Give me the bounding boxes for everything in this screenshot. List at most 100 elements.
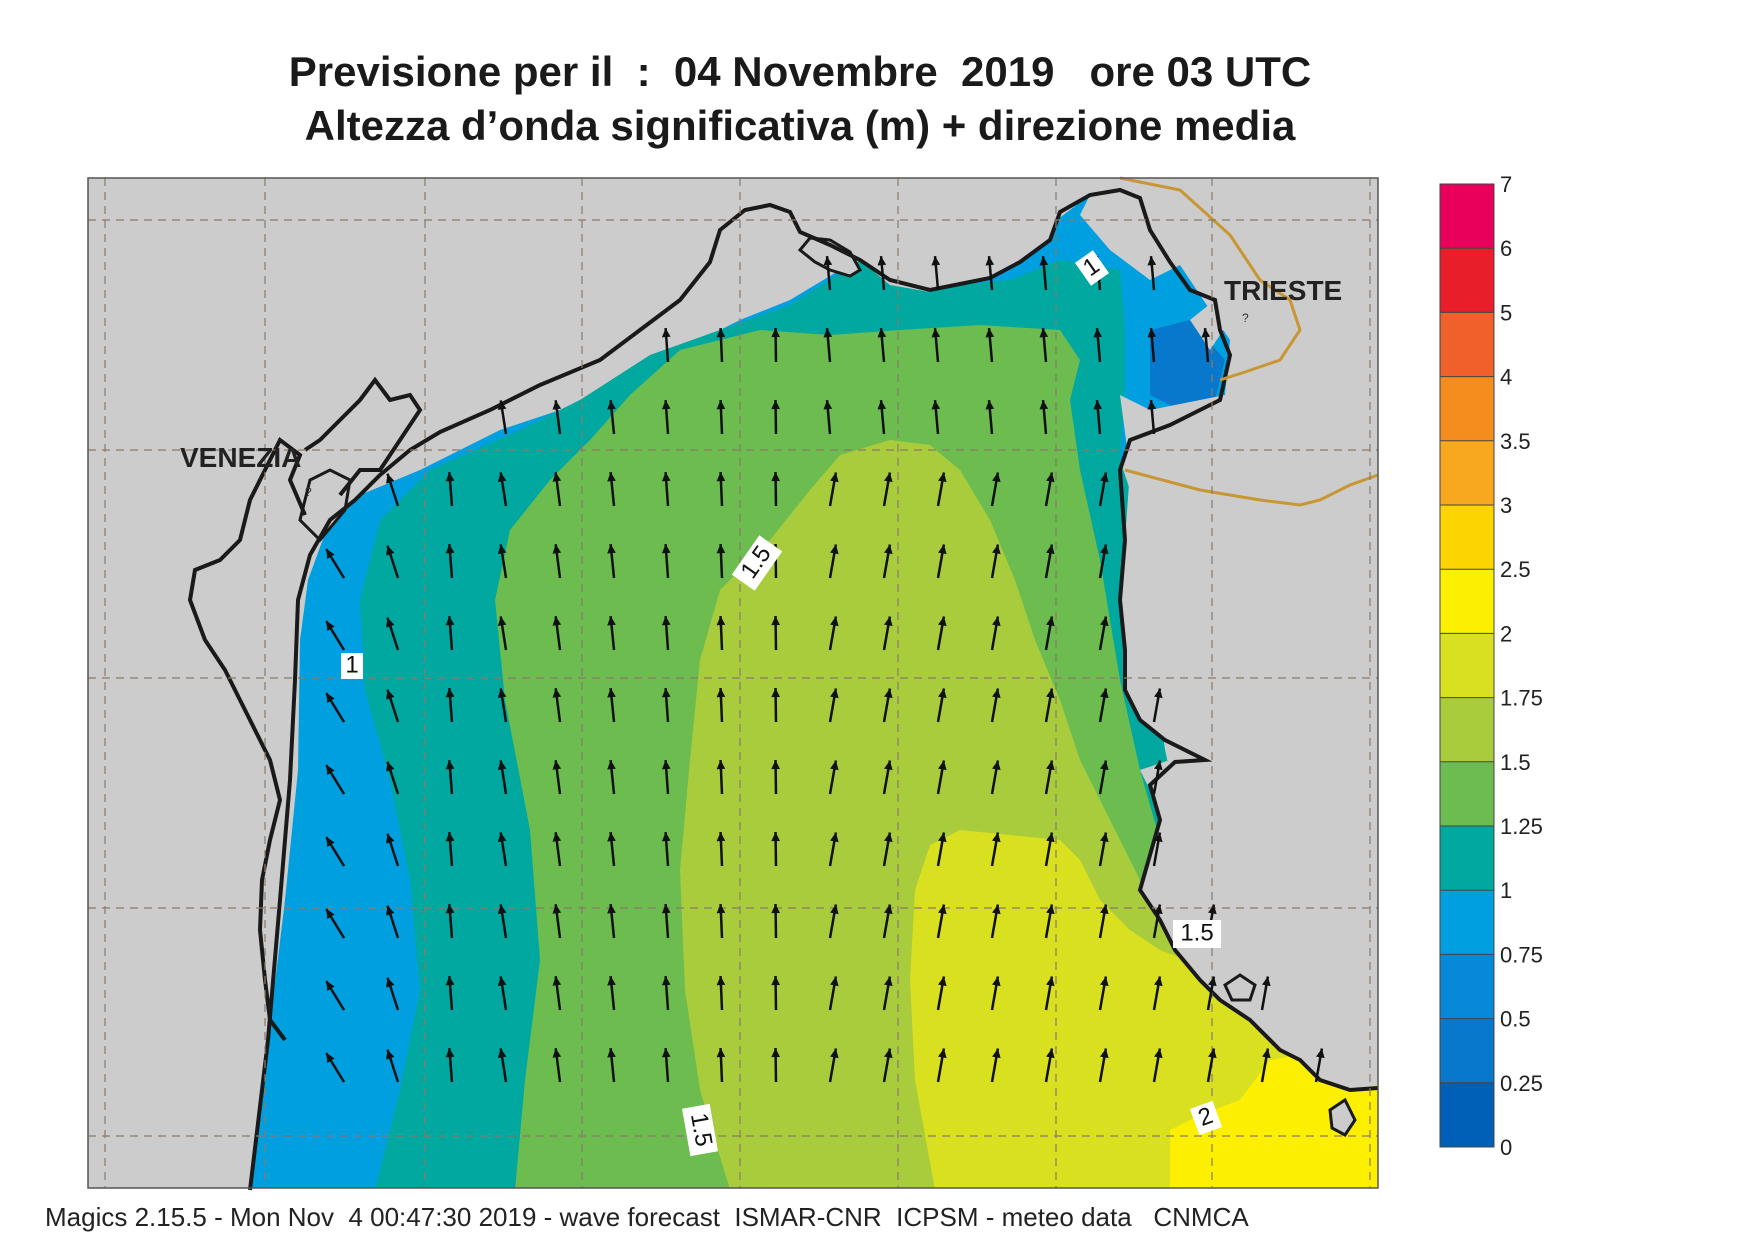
wave-arrow-head xyxy=(326,549,335,559)
wave-arrow-head xyxy=(1316,1048,1325,1059)
wave-arrow-head xyxy=(823,328,833,338)
wave-arrow-head xyxy=(1046,976,1055,987)
wave-arrow-head xyxy=(661,904,671,914)
wave-arrow-head xyxy=(771,616,780,626)
colorbar-tick-label: 2.5 xyxy=(1500,557,1531,582)
wave-arrow-head xyxy=(445,616,455,626)
wave-arrow-head xyxy=(1262,1048,1271,1059)
wave-arrow-head xyxy=(884,688,893,699)
wave-arrow-head xyxy=(386,473,395,484)
wave-arrow-head xyxy=(497,904,507,914)
wave-arrow-head xyxy=(661,832,671,842)
wave-arrow-head xyxy=(607,760,616,770)
colorbar: 7 6 5 4 3.5 3 2.5 2 1.75 1.5 1.25 1 0.75 0.5 0.25 0 xyxy=(1439,172,1543,1160)
wave-arrow-head xyxy=(884,904,893,915)
colorbar-swatch xyxy=(1440,569,1494,634)
wave-arrow-head xyxy=(1100,472,1109,483)
wave-arrow-head xyxy=(386,689,395,700)
wave-arrow-head xyxy=(552,616,562,626)
wave-arrow-head xyxy=(830,832,839,843)
wave-arrow-head xyxy=(445,1048,455,1058)
colorbar-tick-label: 3 xyxy=(1500,493,1512,518)
wave-arrow-head xyxy=(552,976,562,986)
wave-arrow-head xyxy=(497,400,507,410)
wave-arrow-head xyxy=(992,688,1001,699)
wave-arrow-head xyxy=(992,472,1001,483)
colorbar-tick-label: 1.5 xyxy=(1500,750,1531,775)
colorbar-tick-label: 2 xyxy=(1500,621,1512,646)
wave-arrow-head xyxy=(386,833,395,844)
map-frame xyxy=(87,177,1379,1189)
wave-arrow-head xyxy=(771,1048,780,1058)
wave-arrow-head xyxy=(607,832,616,842)
city-marker-venezia: ? xyxy=(305,485,312,499)
wave-arrow-head xyxy=(552,904,562,914)
wave-arrow-head xyxy=(992,904,1001,915)
colorbar-swatch xyxy=(1440,1082,1494,1148)
wave-arrow-head xyxy=(1147,256,1157,266)
wave-arrow-head xyxy=(992,544,1001,555)
wave-arrow-head xyxy=(1100,616,1109,627)
wave-arrow-head xyxy=(1046,544,1055,555)
wave-arrow-head xyxy=(445,760,455,770)
wave-arrow-head xyxy=(1046,760,1055,771)
colorbar-swatch xyxy=(1440,248,1494,313)
wave-arrow-head xyxy=(938,760,947,771)
wave-arrow-head xyxy=(661,976,671,986)
wave-arrow-head xyxy=(938,472,947,483)
wave-arrow-head xyxy=(884,472,893,483)
wave-arrow-head xyxy=(1100,544,1109,555)
wave-arrow-head xyxy=(771,688,780,698)
wave-arrow-head xyxy=(1046,904,1055,915)
colorbar-swatch xyxy=(1440,1018,1494,1084)
wave-arrow-head xyxy=(830,472,839,483)
wave-arrow-head xyxy=(552,472,562,482)
land-southern-isle2 xyxy=(1328,1097,1357,1137)
colorbar-swatch xyxy=(1440,184,1494,249)
colorbar-tick-label: 5 xyxy=(1500,300,1512,325)
wave-arrow-head xyxy=(607,1048,616,1058)
contour-label-1-west: 1 xyxy=(345,651,358,678)
wave-arrow-head xyxy=(1046,1048,1055,1059)
wave-arrow-head xyxy=(1039,256,1049,266)
wave-arrow-head xyxy=(1039,328,1049,338)
wave-arrow-head xyxy=(938,904,947,915)
wave-arrow-head xyxy=(884,616,893,627)
wave-arrow-head xyxy=(497,472,507,482)
wave-arrow-head xyxy=(386,977,395,988)
wave-arrow-head xyxy=(771,472,780,482)
wave-arrow-head xyxy=(877,328,887,338)
wave-arrow-head xyxy=(938,544,947,555)
wave-arrow-head xyxy=(1100,1048,1109,1059)
colorbar-tick-label: 1.25 xyxy=(1500,814,1543,839)
wave-arrow-head xyxy=(607,544,616,554)
wave-arrow-head xyxy=(985,400,995,410)
wave-arrow-head xyxy=(326,981,335,991)
wave-arrow-head xyxy=(716,904,726,914)
wave-arrow-head xyxy=(552,688,562,698)
wave-arrow-head xyxy=(552,760,562,770)
wave-arrow-head xyxy=(830,544,839,555)
wave-arrow-head xyxy=(716,760,726,770)
colorbar-tick-label: 0.5 xyxy=(1500,1007,1531,1032)
wave-arrow-head xyxy=(830,616,839,627)
wave-arrow-head xyxy=(1100,832,1109,843)
colorbar-swatch xyxy=(1440,440,1494,506)
colorbar-swatch xyxy=(1440,312,1494,378)
wave-arrow-head xyxy=(607,472,616,482)
place-label-venezia: VENEZIA xyxy=(180,442,301,473)
wave-arrow-head xyxy=(931,256,941,266)
land-southern-islet xyxy=(1223,973,1257,1002)
wave-arrow-head xyxy=(1154,760,1163,771)
wave-arrow-head xyxy=(771,760,780,770)
wave-arrow-head xyxy=(326,837,335,847)
wave-arrow-head xyxy=(771,400,780,410)
wave-arrow-head xyxy=(1262,976,1271,987)
colorbar-swatch xyxy=(1440,505,1494,570)
wave-arrow-head xyxy=(1154,904,1163,915)
colorbar-swatch xyxy=(1440,761,1494,827)
wave-arrow-head xyxy=(1154,832,1163,843)
wave-arrow-head xyxy=(1154,688,1163,699)
wave-arrow-head xyxy=(445,976,455,986)
wave-arrow-head xyxy=(1093,400,1103,410)
